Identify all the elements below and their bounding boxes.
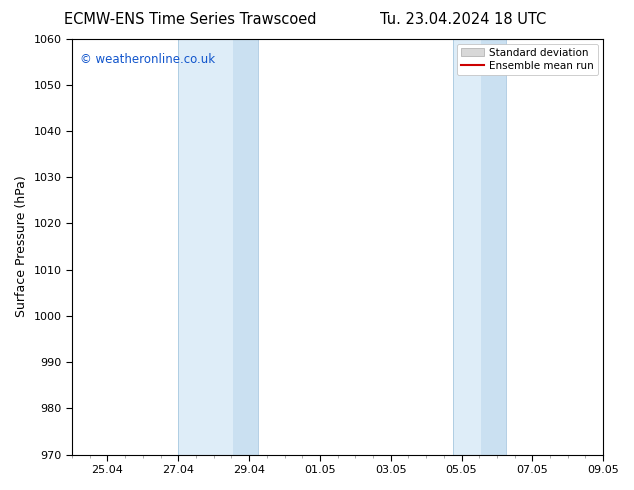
Y-axis label: Surface Pressure (hPa): Surface Pressure (hPa) (15, 176, 28, 318)
Text: ECMW-ENS Time Series Trawscoed: ECMW-ENS Time Series Trawscoed (64, 12, 316, 27)
Legend: Standard deviation, Ensemble mean run: Standard deviation, Ensemble mean run (456, 44, 598, 75)
Text: Tu. 23.04.2024 18 UTC: Tu. 23.04.2024 18 UTC (380, 12, 546, 27)
Bar (453, 39, 506, 455)
Bar (178, 39, 258, 455)
Bar (233, 39, 258, 455)
Bar (481, 39, 506, 455)
Text: © weatheronline.co.uk: © weatheronline.co.uk (80, 53, 215, 66)
